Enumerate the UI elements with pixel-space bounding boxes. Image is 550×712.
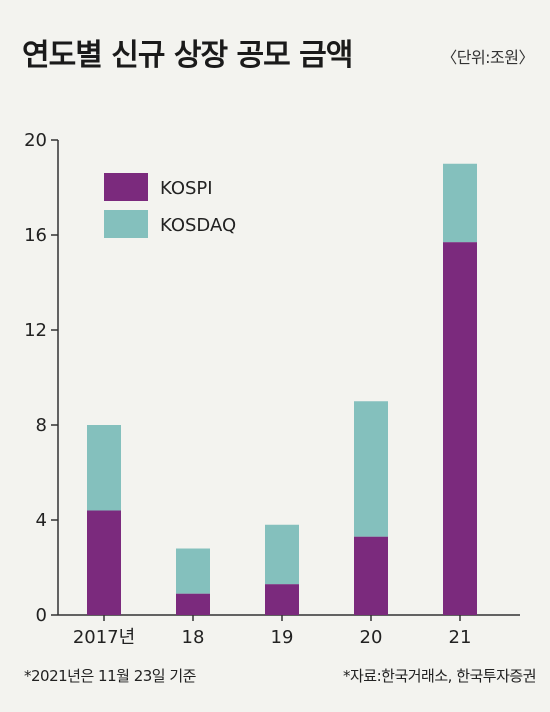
legend-label-kosdaq: KOSDAQ [160,215,236,236]
y-tick-label: 16 [24,225,47,246]
legend-swatch-kosdaq [104,210,148,238]
x-tick-label: 21 [449,627,472,648]
y-tick-label: 8 [36,415,47,436]
y-tick-label: 20 [24,130,47,151]
footnote: *2021년은 11월 23일 기준 [24,667,196,685]
legend-label-kospi: KOSPI [160,178,213,199]
x-tick-label: 2017년 [73,627,135,648]
x-tick-label: 19 [271,627,294,648]
bar-kospi-0 [87,510,121,615]
y-tick-label: 12 [24,320,47,341]
x-tick-label: 18 [182,627,205,648]
bar-kosdaq-4 [443,163,477,243]
y-tick-label: 0 [36,605,47,626]
y-tick-label: 4 [36,510,47,531]
bar-kospi-3 [354,536,388,615]
x-tick-label: 20 [360,627,383,648]
unit-label: 〈단위:조원〉 [441,48,534,67]
source-note: *자료:한국거래소, 한국투자증권 [343,667,537,685]
bar-kosdaq-2 [265,524,299,585]
legend-swatch-kospi [104,173,148,201]
bar-kospi-2 [265,584,299,615]
bar-kosdaq-0 [87,425,121,511]
chart-title: 연도별 신규 상장 공모 금액 [22,38,353,73]
bar-kosdaq-1 [176,548,210,594]
bar-kospi-1 [176,593,210,615]
bar-kosdaq-3 [354,401,388,537]
bar-kospi-4 [443,242,477,615]
